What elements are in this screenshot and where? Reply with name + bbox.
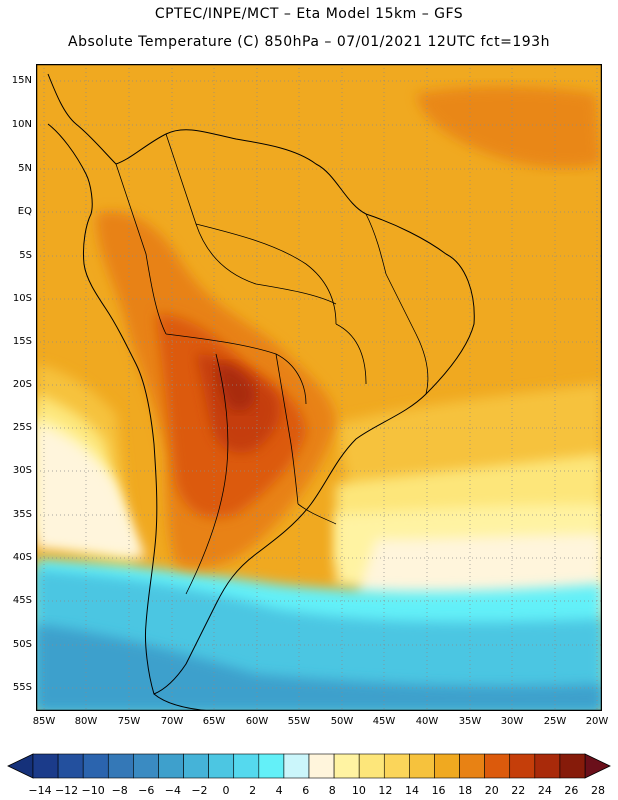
lon-label: 30W xyxy=(500,716,524,727)
colorbar-label: 24 xyxy=(538,784,552,797)
lat-label: 5S xyxy=(19,250,32,261)
colorbar-label: −8 xyxy=(112,784,128,797)
colorbar-box xyxy=(158,753,184,779)
lat-label: EQ xyxy=(17,206,32,217)
colorbar-labels: −14 −12 −10 −8 −6 −4 −2 0 2 4 6 8 10 12 14 16 18 20 22 24 26… xyxy=(28,784,605,797)
lon-label: 40W xyxy=(415,716,439,727)
lat-label: 20S xyxy=(12,379,32,390)
colorbar-box xyxy=(183,753,209,779)
colorbar-label: −4 xyxy=(165,784,181,797)
lon-label: 35W xyxy=(458,716,482,727)
lon-label: 60W xyxy=(245,716,269,727)
colorbar-label: 28 xyxy=(591,784,605,797)
field-cream xyxy=(36,424,602,619)
lon-label: 75W xyxy=(117,716,141,727)
lon-label: 20W xyxy=(585,716,609,727)
colorbar-label: −2 xyxy=(191,784,207,797)
colorbar-box xyxy=(409,753,435,779)
colorbar-box xyxy=(283,753,310,779)
colorbar-box xyxy=(258,753,285,779)
colorbar-box xyxy=(434,753,460,779)
colorbar-box xyxy=(358,753,385,779)
lat-label: 50S xyxy=(12,639,32,650)
colorbar-label: 0 xyxy=(223,784,230,797)
colorbar-label: −14 xyxy=(28,784,51,797)
lon-label: 45W xyxy=(372,716,396,727)
lat-label: 40S xyxy=(12,552,32,563)
lat-label: 15S xyxy=(12,336,32,347)
chart-title-line2: Absolute Temperature (C) 850hPa – 07/01/… xyxy=(68,34,550,50)
lat-label: 30S xyxy=(12,465,32,476)
colorbar-label: 6 xyxy=(302,784,309,797)
colorbar-box xyxy=(459,753,485,779)
colorbar-box xyxy=(509,753,536,779)
colorbar-box xyxy=(383,753,410,779)
colorbar-label: −12 xyxy=(55,784,78,797)
lat-label: 10S xyxy=(12,293,32,304)
temperature-map[interactable] xyxy=(36,64,602,711)
colorbar-box xyxy=(534,753,561,779)
lon-label: 65W xyxy=(202,716,226,727)
lat-label: 25S xyxy=(12,422,32,433)
lon-label: 85W xyxy=(32,716,56,727)
lat-label: 55S xyxy=(12,682,32,693)
colorbar-box xyxy=(308,753,335,779)
colorbar-box xyxy=(484,753,511,779)
chart-title-line1: CPTEC/INPE/MCT – Eta Model 15km – GFS xyxy=(154,6,464,22)
lat-label: 35S xyxy=(12,509,32,520)
colorbar-label: 2 xyxy=(249,784,256,797)
colorbar-label: 4 xyxy=(276,784,283,797)
colorbar-box xyxy=(32,753,59,779)
lon-label: 50W xyxy=(330,716,354,727)
country-borders xyxy=(115,133,429,595)
colorbar-boxes xyxy=(32,753,586,779)
field-warm-atlantic xyxy=(416,86,602,168)
lon-label: 70W xyxy=(160,716,184,727)
lat-label: 15N xyxy=(11,75,32,86)
colorbar-label: 12 xyxy=(378,784,392,797)
colorbar-right-arrow xyxy=(584,753,611,779)
field-cold-band3 xyxy=(36,624,602,711)
colorbar-label: −6 xyxy=(138,784,154,797)
lon-label: 25W xyxy=(543,716,567,727)
lon-label: 80W xyxy=(74,716,98,727)
colorbar-legend: −14 −12 −10 −8 −6 −4 −2 0 2 4 6 8 10 12 14 16 18 20 22 24 26… xyxy=(7,753,611,797)
colorbar-label: 18 xyxy=(458,784,472,797)
colorbar-label: 20 xyxy=(485,784,499,797)
colorbar-label: 14 xyxy=(405,784,419,797)
colorbar-left-arrow xyxy=(7,753,34,779)
colorbar-label: 8 xyxy=(329,784,336,797)
colorbar-box xyxy=(208,753,235,779)
colorbar-box xyxy=(82,753,109,779)
colorbar-box xyxy=(107,753,134,779)
colorbar-label: 10 xyxy=(352,784,366,797)
colorbar-box xyxy=(559,753,586,779)
colorbar-label: 26 xyxy=(564,784,578,797)
map-border xyxy=(36,64,602,711)
lat-label: 10N xyxy=(11,119,32,130)
colorbar-box xyxy=(57,753,84,779)
colorbar-label: 16 xyxy=(432,784,446,797)
colorbar-box xyxy=(233,753,260,779)
colorbar-box xyxy=(333,753,360,779)
lat-label: 45S xyxy=(12,595,32,606)
colorbar-box xyxy=(133,753,159,779)
colorbar-label: 22 xyxy=(511,784,525,797)
colorbar-label: −10 xyxy=(82,784,105,797)
lon-label: 55W xyxy=(287,716,311,727)
field-hot-core xyxy=(216,364,256,411)
lat-label: 5N xyxy=(18,163,32,174)
